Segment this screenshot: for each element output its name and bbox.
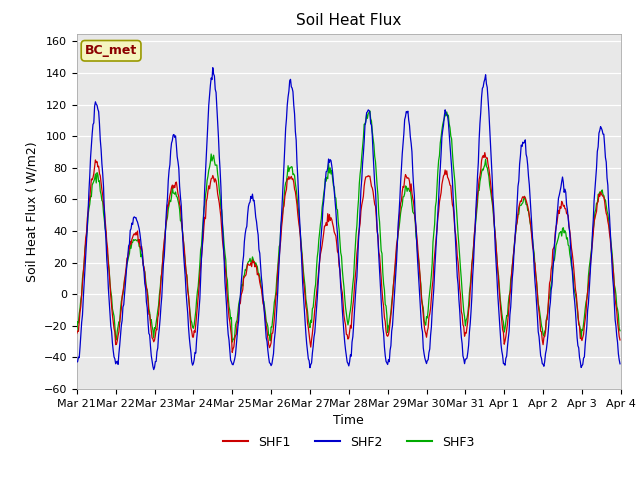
Title: Soil Heat Flux: Soil Heat Flux xyxy=(296,13,401,28)
SHF2 xyxy=(220,241,227,247)
SHF3 xyxy=(228,339,236,345)
Legend: SHF1, SHF2, SHF3: SHF1, SHF2, SHF3 xyxy=(218,431,480,454)
Line: SHF2: SHF2 xyxy=(77,68,620,370)
SHF1 xyxy=(88,177,96,183)
SHF2 xyxy=(252,214,260,220)
SHF2 xyxy=(616,361,624,367)
SHF1 xyxy=(73,331,81,336)
SHF1 xyxy=(161,232,169,238)
SHF3 xyxy=(366,108,374,114)
Line: SHF3: SHF3 xyxy=(77,111,620,342)
SHF1 xyxy=(532,272,540,278)
Line: SHF1: SHF1 xyxy=(77,153,620,352)
SHF1 xyxy=(481,150,489,156)
X-axis label: Time: Time xyxy=(333,414,364,427)
SHF3 xyxy=(567,256,575,262)
SHF2 xyxy=(88,131,96,137)
SHF3 xyxy=(161,231,169,237)
SHF2 xyxy=(567,245,575,251)
SHF1 xyxy=(218,226,225,232)
SHF1 xyxy=(251,264,259,270)
SHF1 xyxy=(228,349,236,355)
SHF1 xyxy=(616,337,624,343)
SHF2 xyxy=(209,65,216,71)
SHF3 xyxy=(73,329,81,335)
SHF2 xyxy=(73,359,81,365)
SHF2 xyxy=(162,218,170,224)
SHF2 xyxy=(532,288,540,294)
Text: BC_met: BC_met xyxy=(85,44,137,57)
SHF2 xyxy=(150,367,157,372)
SHF3 xyxy=(532,272,540,278)
SHF3 xyxy=(616,328,624,334)
SHF3 xyxy=(88,182,96,188)
Y-axis label: Soil Heat Flux ( W/m2): Soil Heat Flux ( W/m2) xyxy=(25,141,38,281)
SHF3 xyxy=(218,207,225,213)
SHF1 xyxy=(567,236,575,241)
SHF3 xyxy=(251,262,259,268)
